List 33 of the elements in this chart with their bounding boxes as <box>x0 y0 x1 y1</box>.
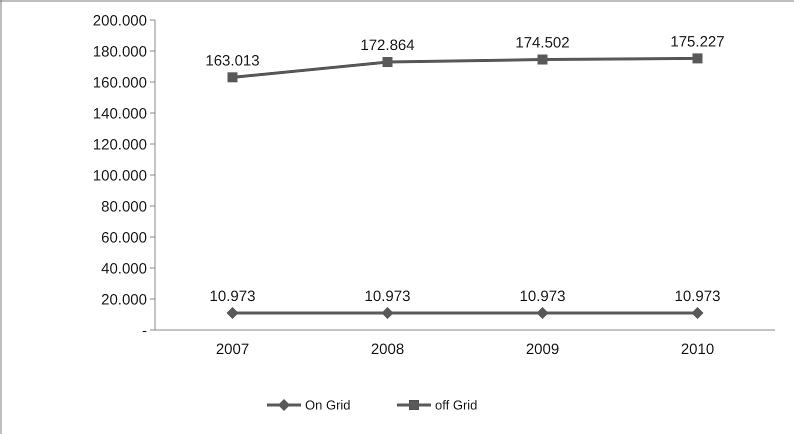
legend-label: On Grid <box>305 398 351 413</box>
legend-label: off Grid <box>435 398 478 413</box>
y-tick-label: 200.000 <box>92 12 147 30</box>
x-tick-label: 2010 <box>680 341 714 358</box>
y-tick-label: 180.000 <box>92 43 147 60</box>
y-tick-label: 60.000 <box>101 229 147 246</box>
point <box>382 306 394 319</box>
y-tick-label: 100.000 <box>92 167 147 184</box>
data-label: 10.973 <box>520 288 566 305</box>
data-label: 10.973 <box>364 288 410 305</box>
y-tick-label: - <box>142 322 147 340</box>
point <box>226 306 238 319</box>
data-label: 175.227 <box>670 33 725 50</box>
y-tick-label: 140.000 <box>92 105 147 122</box>
data-label: 174.502 <box>515 34 570 52</box>
point <box>538 54 548 65</box>
data-label: 10.973 <box>674 288 720 305</box>
y-tick-label: 120.000 <box>92 136 147 154</box>
x-tick-label: 2009 <box>526 341 560 358</box>
x-tick-label: 2008 <box>370 341 404 358</box>
point <box>536 306 548 319</box>
y-tick-label: 160.000 <box>92 74 147 92</box>
y-tick-label: 20.000 <box>101 291 147 308</box>
point <box>692 306 704 319</box>
y-tick-label: 40.000 <box>101 260 147 278</box>
point <box>228 72 238 82</box>
x-tick-label: 2007 <box>216 341 250 358</box>
data-label: 10.973 <box>210 288 256 305</box>
point <box>382 57 392 68</box>
data-label: 172.864 <box>360 37 415 54</box>
data-label: 163.013 <box>205 52 260 70</box>
point <box>692 53 702 64</box>
y-tick-label: 80.000 <box>101 198 147 216</box>
